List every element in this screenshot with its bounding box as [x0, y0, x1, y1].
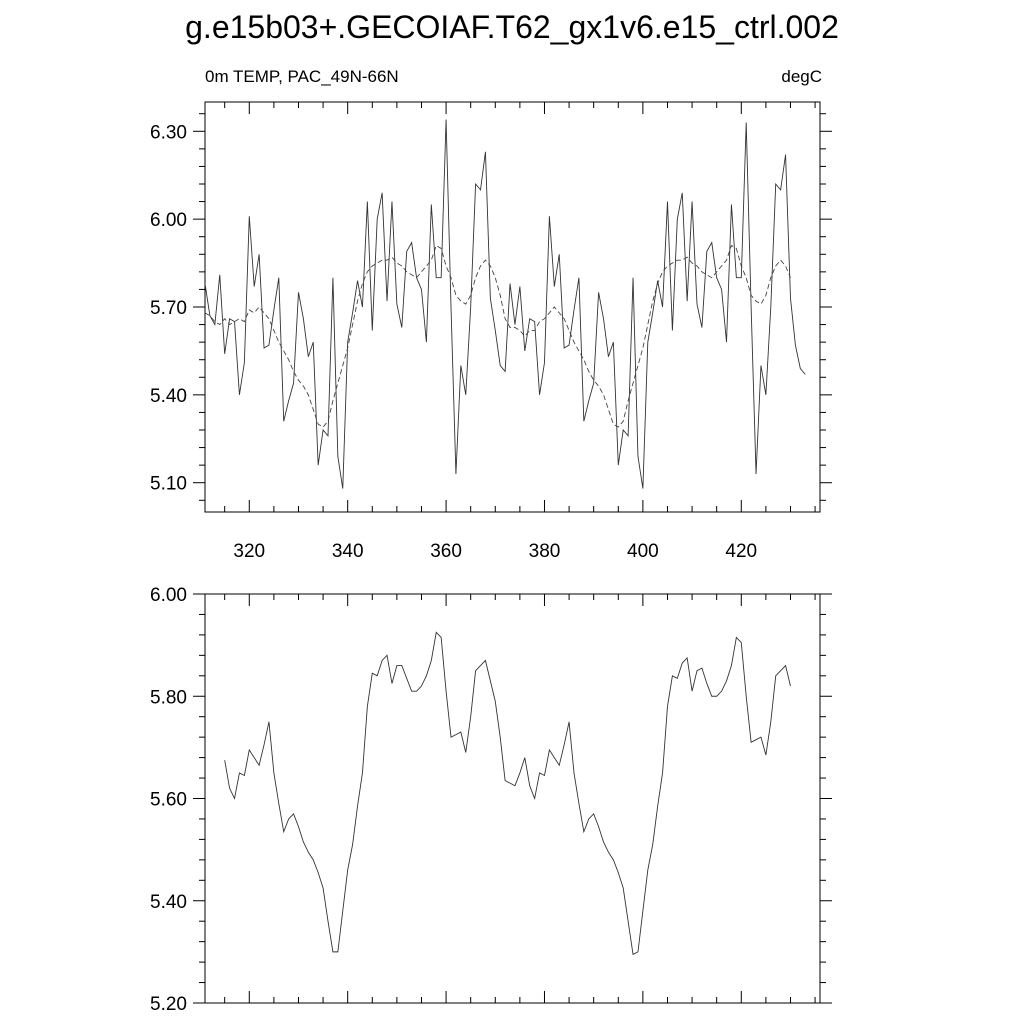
- panel1-series-solid-line: [204, 119, 806, 489]
- panel1-y-tick-label: 5.10: [150, 474, 187, 495]
- chart-title: g.e15b03+.GECOIAF.T62_gx1v6.e15_ctrl.002: [185, 9, 839, 45]
- panel1-x-tick-label: 400: [627, 541, 659, 562]
- panel2-y-tick-label: 5.60: [150, 790, 187, 811]
- panel1-units-label: degC: [781, 67, 822, 86]
- panel1-y-tick-label: 6.30: [150, 122, 187, 143]
- panel-bottom: 5.20 5.40 5.60 5.80 6.00: [150, 585, 832, 1015]
- panel1-y-tick-label: 5.40: [150, 386, 187, 407]
- panel2-y-tick-label: 5.40: [150, 892, 187, 913]
- panel1-series-dashed-line: [204, 244, 791, 428]
- panel1-x-tick-label: 420: [725, 541, 757, 562]
- panel1-y-tick-label: 6.00: [150, 210, 187, 231]
- panel1-x-tick-label: 380: [529, 541, 561, 562]
- panel1-x-tick-label: 340: [332, 541, 364, 562]
- panel2-series-solid-line: [224, 631, 791, 956]
- panel1-x-tick-label: 320: [233, 541, 265, 562]
- panel1-x-tick-label: 360: [430, 541, 462, 562]
- panel2-y-tick-label: 5.80: [150, 687, 187, 708]
- panel2-frame: [204, 593, 821, 1004]
- panel1-y-tick-label: 5.70: [150, 298, 187, 319]
- panel2-y-tick-label: 5.20: [150, 994, 187, 1015]
- panel-top: 320 340 360 380 400 420 5.10 5.40 5.70 6.00 6.30: [150, 101, 832, 562]
- panel2-y-tick-label: 6.00: [150, 585, 187, 606]
- panel1-variable-label: 0m TEMP, PAC_49N-66N: [205, 67, 399, 86]
